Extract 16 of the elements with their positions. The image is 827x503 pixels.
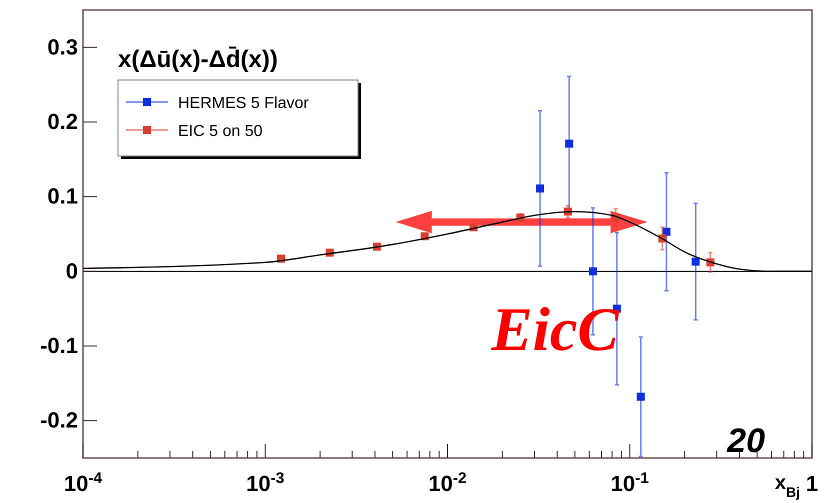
y-tick-label: 0 [66, 258, 78, 284]
y-tick-label: 0.3 [47, 34, 78, 60]
x-axis-title: x$_{Bj}$ [774, 472, 800, 500]
annotation: 20 [726, 422, 766, 460]
y-tick-label: -0.2 [40, 408, 78, 433]
y-tick-label: -0.1 [40, 333, 78, 358]
x-tick-label: 1 [806, 471, 818, 496]
x-tick-label: 10$^{-3}$ [246, 470, 284, 496]
y-tick-label: 0.2 [47, 109, 78, 134]
text: x(Δū(x)-Δd̄(x)) [118, 46, 278, 73]
x-tick-label: 10$^{-1}$ [610, 470, 650, 496]
x-tick-label: 10$^{-2}$ [428, 470, 467, 496]
x-tick-label: 10$^{-4}$ [64, 470, 103, 496]
legend-label: HERMES 5 Flavor [178, 95, 310, 112]
legend-label: EIC 5 on 50 [178, 123, 263, 140]
y-tick-label: 0.1 [47, 184, 78, 209]
